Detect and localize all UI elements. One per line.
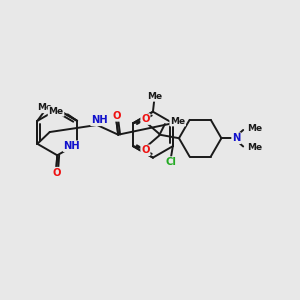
Text: Me: Me <box>49 107 64 116</box>
Text: Cl: Cl <box>166 157 176 167</box>
Text: Me: Me <box>247 143 262 152</box>
Text: Me: Me <box>147 92 162 101</box>
Text: NH: NH <box>64 141 80 151</box>
Text: Me: Me <box>170 117 185 126</box>
Text: O: O <box>141 114 150 124</box>
Text: NH: NH <box>91 115 108 125</box>
Text: O: O <box>112 111 121 121</box>
Text: O: O <box>141 145 150 155</box>
Text: N: N <box>232 133 241 143</box>
Text: O: O <box>52 168 61 178</box>
Text: Me: Me <box>38 103 52 112</box>
Text: Me: Me <box>247 124 262 133</box>
